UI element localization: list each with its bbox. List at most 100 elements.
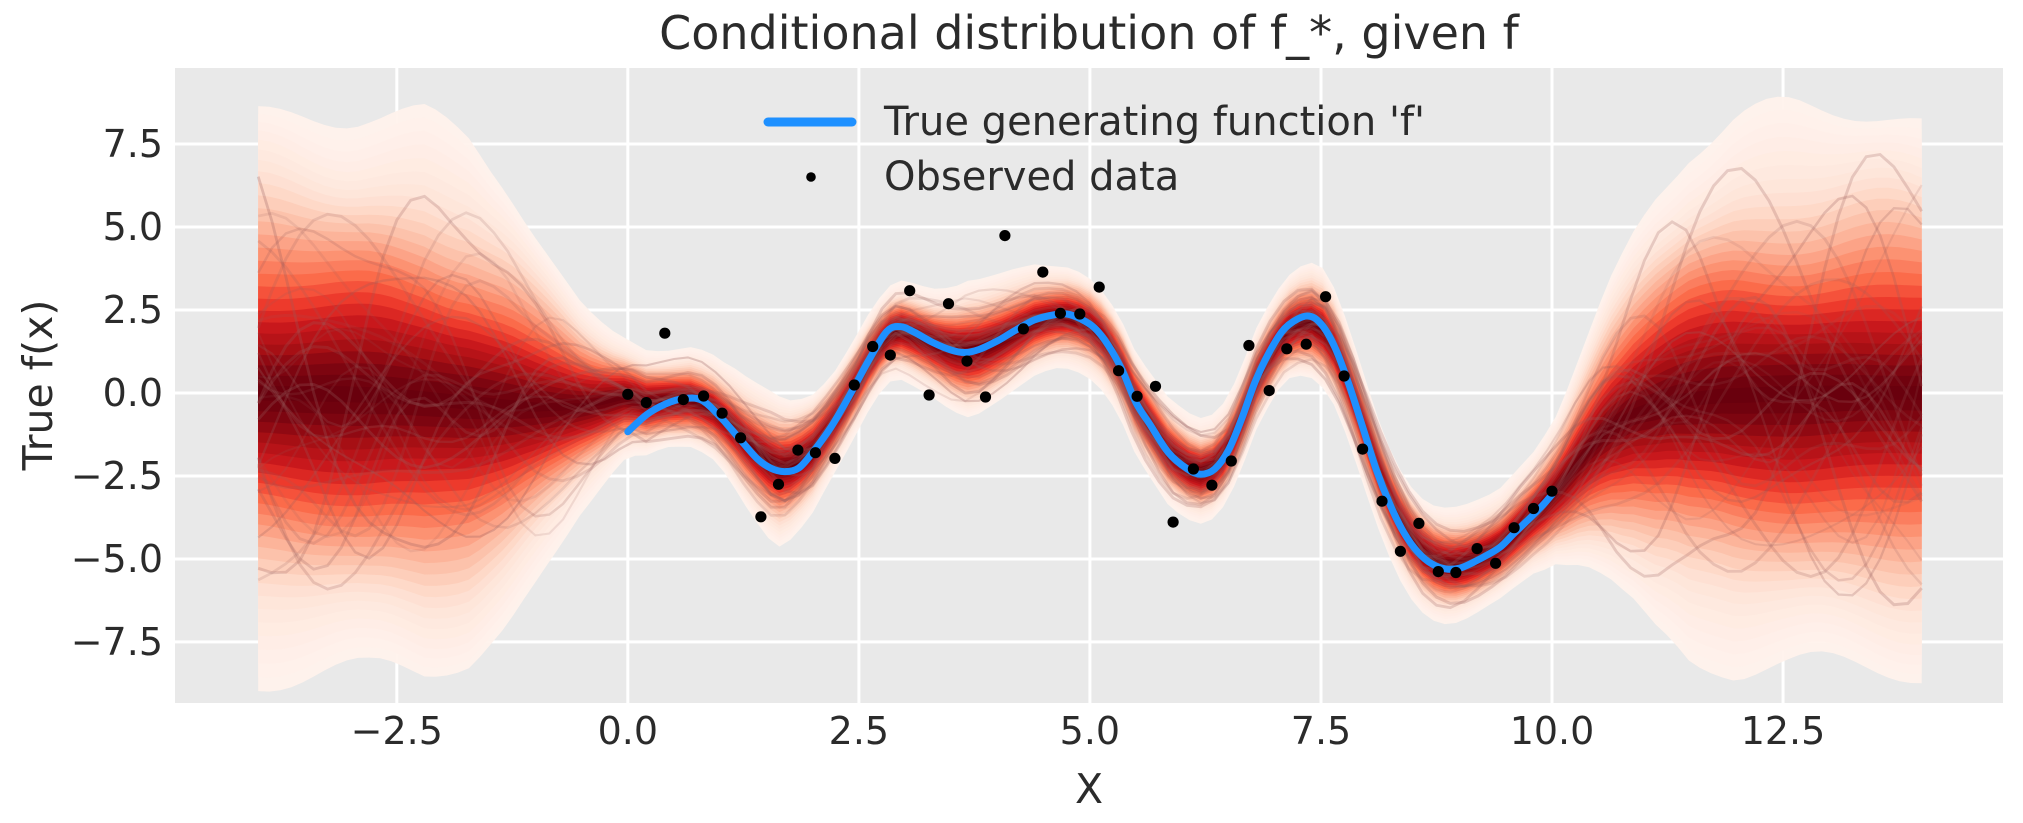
observed-data-point [1167,516,1179,528]
y-tick-label: 2.5 [103,288,163,332]
x-axis-label: X [1075,765,1103,813]
observed-data-point [1432,566,1444,578]
observed-data-point [942,298,955,310]
legend-label-observed-data: Observed data [884,154,1179,200]
posterior-sample-line [256,302,1924,591]
x-tick-label: −2.5 [351,709,443,753]
observed-data-points [622,230,1558,579]
observed-data-point [961,355,973,367]
observed-data-point [1490,557,1502,569]
posterior-sample-line [257,207,1923,571]
observed-data-point [1508,522,1520,534]
posterior-sample-line [257,296,1923,577]
x-tick-label: 10.0 [1510,709,1595,753]
y-tick-label: −5.0 [71,537,163,581]
x-tick-label: 7.5 [1291,709,1351,753]
posterior-density-bands [258,96,1922,692]
posterior-sample-line [257,194,1923,560]
observed-data-point [1187,463,1199,475]
y-tick-label: −2.5 [71,454,163,498]
observed-data-point [698,390,710,402]
observed-data-point [677,394,689,406]
y-tick-label: 0.0 [103,371,163,415]
observed-data-point [1546,485,1558,497]
legend: True generating function 'f' Observed da… [763,99,1425,200]
observed-data-point [848,379,860,391]
density-band [258,311,1922,572]
x-tick-label: 5.0 [1060,709,1120,753]
legend-observed-data-marker [806,172,816,182]
posterior-sample-line [257,152,1923,578]
observed-data-point [735,432,747,444]
posterior-sample-line [256,220,1923,610]
posterior-sample-line [256,176,1923,572]
legend-label-true-function: True generating function 'f' [883,99,1425,145]
observed-data-point [622,388,634,400]
chart-title: Conditional distribution of f_*, given f [659,6,1521,60]
posterior-sample-line [257,287,1923,588]
posterior-sample-line [257,184,1923,577]
observed-data-point [1243,339,1255,352]
observed-data-point [1281,343,1293,355]
y-axis-label: True f(x) [14,300,62,472]
observed-data-point [1471,543,1483,555]
posterior-sample-line [257,308,1923,573]
observed-data-point [1131,390,1143,402]
observed-data-point [1450,566,1462,579]
observed-data-point [659,327,671,339]
posterior-sample-line [257,276,1923,590]
posterior-sample-line [257,288,1923,572]
observed-data-point [867,340,879,353]
posterior-sample-line [257,279,1923,576]
observed-data-point [829,452,841,464]
observed-data-point [1263,385,1275,397]
observed-data-point [1113,365,1125,377]
posterior-sample-line [257,252,1923,588]
observed-data-point [1394,545,1406,557]
y-tick-label: 7.5 [103,122,163,166]
y-tick-label: −7.5 [71,620,163,664]
observed-data-point [904,285,916,297]
posterior-sample-line [257,227,1923,582]
observed-data-point [1357,443,1369,455]
posterior-sample-line [256,166,1923,606]
observed-data-point [792,444,804,456]
observed-data-point [1225,455,1237,467]
y-tick-label: 5.0 [103,205,163,249]
posterior-sample-line [257,211,1923,582]
observed-data-point [1338,370,1350,382]
observed-data-point [1320,291,1332,303]
observed-data-point [809,447,822,459]
posterior-sample-line [257,239,1923,558]
observed-data-point [1376,495,1388,507]
observed-data-point [884,349,896,361]
observed-data-point [1527,502,1540,515]
observed-data-point [1037,266,1049,278]
posterior-sample-line [256,212,1924,588]
observed-data-point [1093,281,1105,293]
x-tick-label: 0.0 [598,709,658,753]
posterior-sample-line [257,281,1923,597]
observed-data-point [923,389,935,401]
x-tick-label: 12.5 [1741,709,1826,753]
observed-data-point [1413,517,1425,530]
posterior-sample-line [258,297,1923,562]
observed-data-point [1054,307,1066,319]
observed-data-point [1300,338,1312,350]
observed-data-point [772,478,785,490]
plot-area [175,68,2003,703]
observed-data-point [716,407,728,419]
observed-data-point [1017,323,1029,335]
observed-data-point [1149,380,1162,392]
observed-data-point [755,511,767,523]
posterior-sample-line [257,303,1923,564]
observed-data-point [1206,479,1218,491]
tick-labels: −2.5 0.0 2.5 5.0 7.5 10.0 12.5 7.5 5.0 2.5 0.0 −2.5… [71,122,1826,753]
observed-data-point [1074,308,1086,320]
observed-data-point [999,230,1011,242]
observed-data-point [640,397,652,409]
posterior-sample-line [258,316,1923,553]
posterior-sample-line [257,309,1923,588]
